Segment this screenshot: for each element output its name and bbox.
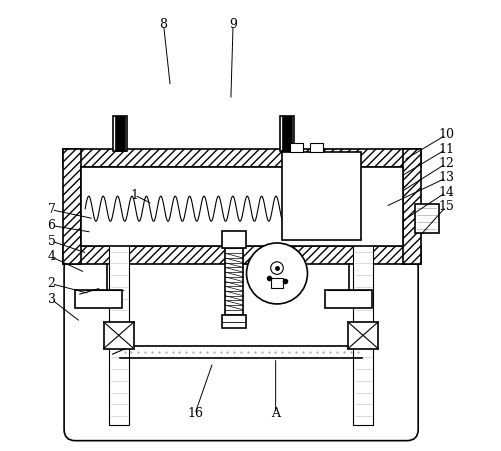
- Text: 8: 8: [159, 18, 167, 31]
- Text: 1: 1: [130, 189, 138, 202]
- Bar: [270, 278, 283, 288]
- Text: 10: 10: [437, 129, 453, 142]
- Bar: [310, 143, 322, 152]
- Text: 6: 6: [48, 219, 56, 232]
- Bar: [353, 207, 373, 425]
- Text: 4: 4: [48, 250, 56, 263]
- Text: 12: 12: [437, 157, 453, 170]
- Text: 11: 11: [437, 143, 453, 156]
- Bar: [224, 248, 242, 315]
- Bar: [403, 149, 420, 263]
- Bar: [324, 290, 371, 308]
- Bar: [222, 315, 245, 328]
- Text: 5: 5: [48, 235, 56, 248]
- Bar: [63, 246, 420, 263]
- Bar: [63, 149, 420, 167]
- Bar: [113, 116, 127, 151]
- Bar: [282, 152, 360, 240]
- Text: 7: 7: [48, 203, 56, 216]
- Text: 2: 2: [48, 277, 56, 290]
- Bar: [347, 322, 378, 349]
- Bar: [81, 167, 403, 246]
- Bar: [290, 143, 303, 152]
- Bar: [222, 231, 245, 248]
- Text: 9: 9: [228, 18, 236, 31]
- Bar: [103, 322, 134, 349]
- Bar: [280, 116, 294, 151]
- FancyBboxPatch shape: [64, 257, 417, 441]
- Circle shape: [246, 243, 307, 304]
- Bar: [414, 204, 438, 233]
- Text: 14: 14: [437, 186, 453, 199]
- Text: 13: 13: [437, 171, 453, 184]
- Text: 16: 16: [186, 407, 202, 420]
- Bar: [75, 290, 122, 308]
- Bar: [109, 207, 129, 425]
- Bar: [115, 116, 125, 151]
- Text: 3: 3: [48, 293, 56, 306]
- Text: 15: 15: [437, 200, 453, 213]
- Text: A: A: [271, 407, 280, 420]
- Bar: [282, 116, 292, 151]
- Bar: [63, 149, 81, 263]
